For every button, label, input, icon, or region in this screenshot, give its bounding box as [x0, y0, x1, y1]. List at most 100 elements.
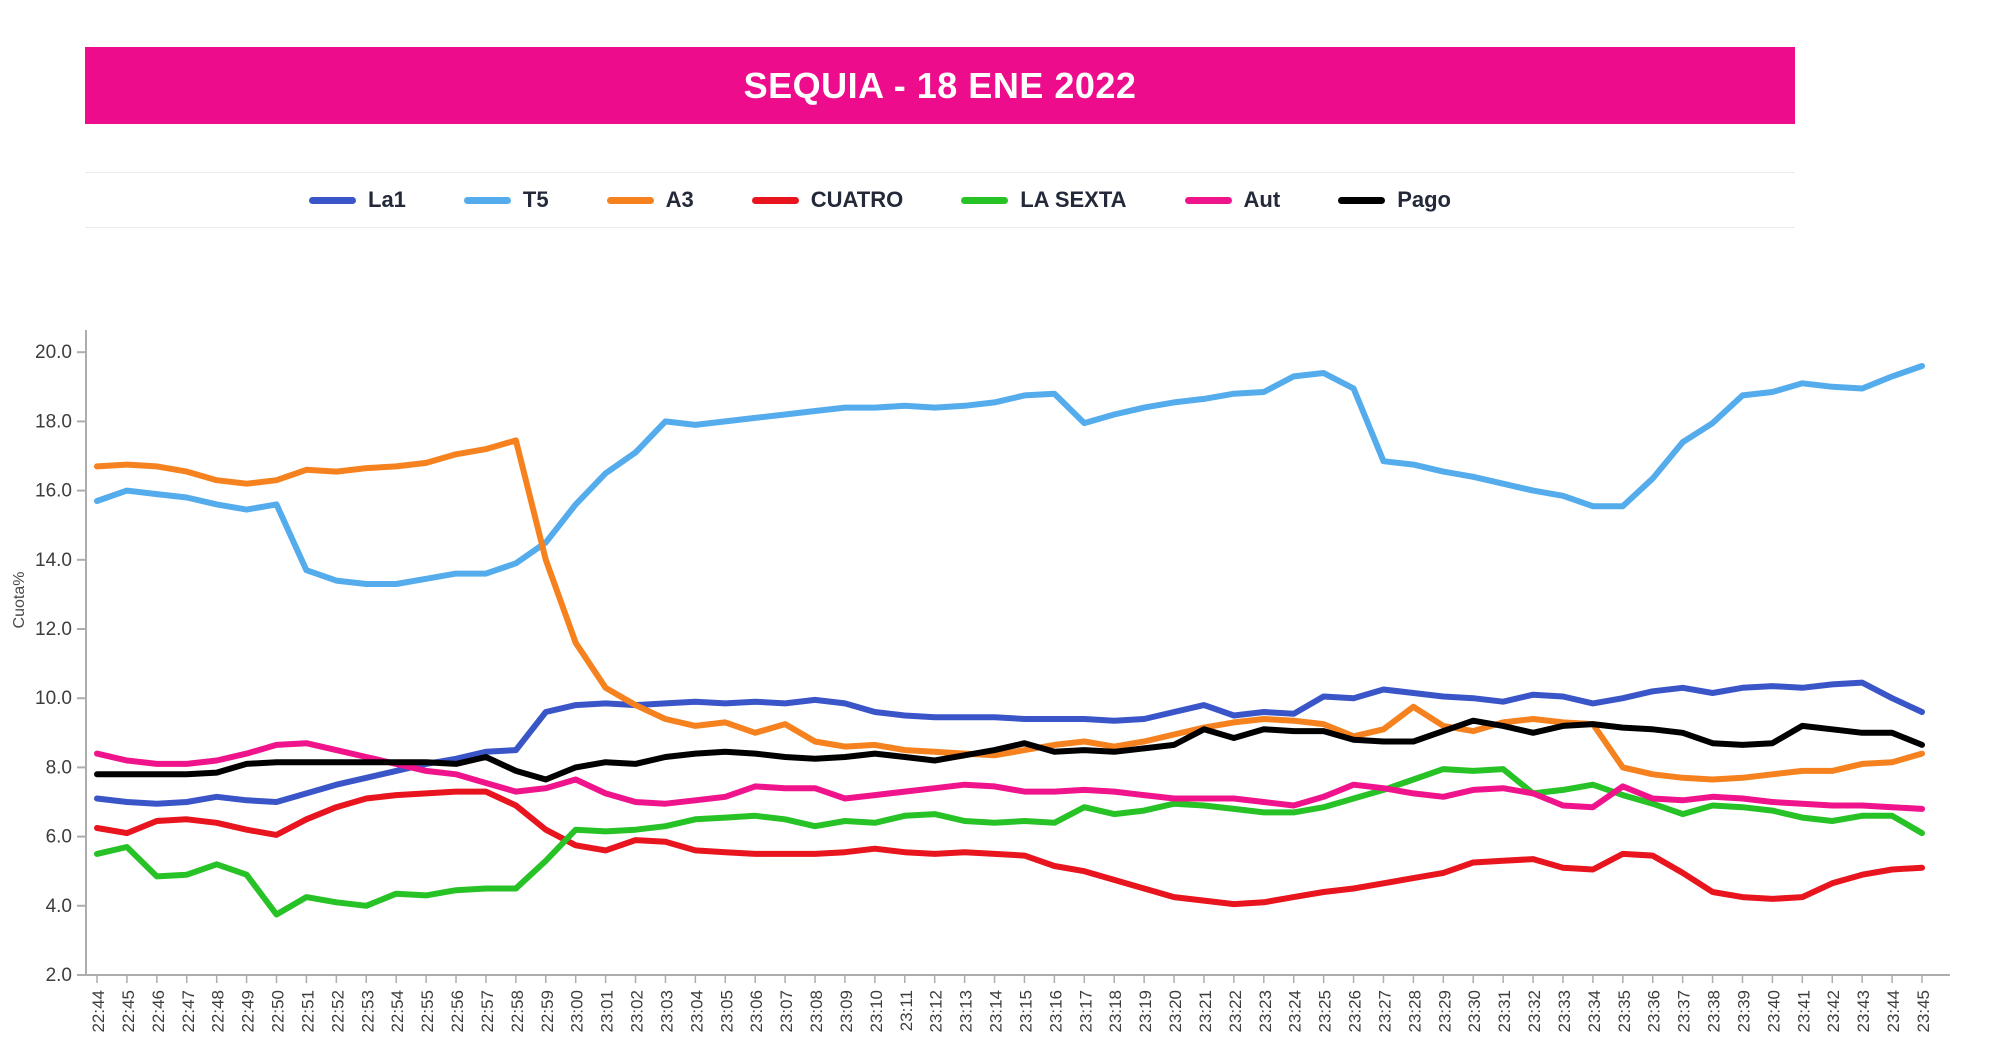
- legend-item-label: La1: [368, 187, 406, 212]
- x-tick-label: 23:13: [957, 990, 976, 1033]
- x-tick-label: 23:30: [1465, 990, 1484, 1033]
- legend-item-label: CUATRO: [810, 187, 904, 212]
- legend-item-t5[interactable]: T5: [463, 187, 549, 213]
- y-tick-label: 2.0: [46, 965, 72, 986]
- x-tick-label: 23:15: [1016, 990, 1035, 1033]
- legend-item-la1[interactable]: La1: [309, 187, 406, 213]
- x-tick-label: 23:28: [1405, 990, 1424, 1033]
- legend-item-pago[interactable]: Pago: [1338, 187, 1451, 213]
- x-tick-label: 23:04: [687, 990, 706, 1033]
- legend-item-label: A3: [665, 187, 694, 212]
- x-tick-label: 23:22: [1226, 990, 1245, 1033]
- legend-item-cuatro[interactable]: CUATRO: [751, 187, 904, 213]
- x-tick-label: 23:02: [628, 990, 647, 1033]
- legend: La1 T5 A3 CUATRO LA SEXTA Aut Pago: [85, 172, 1795, 228]
- x-tick-label: 23:05: [717, 990, 736, 1033]
- x-tick-label: 22:44: [89, 990, 108, 1033]
- page-title: SEQUIA - 18 ENE 2022: [743, 64, 1137, 106]
- x-tick-label: 22:45: [119, 990, 138, 1033]
- x-tick-label: 22:56: [448, 990, 467, 1033]
- y-tick-label: 6.0: [46, 827, 72, 848]
- x-tick-label: 23:09: [837, 990, 856, 1033]
- x-tick-label: 23:42: [1824, 990, 1843, 1033]
- x-tick-label: 22:53: [358, 990, 377, 1033]
- x-tick-label: 22:51: [298, 990, 317, 1033]
- x-tick-label: 22:59: [538, 990, 557, 1033]
- x-tick-label: 23:00: [568, 990, 587, 1033]
- x-tick-label: 23:08: [807, 990, 826, 1033]
- x-tick-label: 23:10: [867, 990, 886, 1033]
- x-tick-label: 23:18: [1106, 990, 1125, 1033]
- x-tick-label: 23:27: [1375, 990, 1394, 1033]
- x-tick-label: 22:57: [478, 990, 497, 1033]
- x-tick-label: 23:32: [1525, 990, 1544, 1033]
- x-tick-label: 22:49: [239, 990, 258, 1033]
- x-tick-label: 23:36: [1645, 990, 1664, 1033]
- x-tick-label: 22:52: [328, 990, 347, 1033]
- title-banner: SEQUIA - 18 ENE 2022: [85, 47, 1795, 124]
- x-tick-label: 23:26: [1346, 990, 1365, 1033]
- legend-swatch-icon: [961, 196, 1009, 204]
- legend-item-label: T5: [522, 187, 549, 212]
- x-tick-label: 23:35: [1615, 990, 1634, 1033]
- x-tick-label: 23:34: [1585, 990, 1604, 1033]
- x-tick-label: 23:40: [1764, 990, 1783, 1033]
- x-tick-label: 23:37: [1675, 990, 1694, 1033]
- legend-item-la-sexta[interactable]: LA SEXTA: [961, 187, 1127, 213]
- legend-item-a3[interactable]: A3: [606, 187, 694, 213]
- x-tick-label: 23:24: [1286, 990, 1305, 1033]
- x-tick-label: 23:17: [1076, 990, 1095, 1033]
- x-tick-label: 23:14: [987, 990, 1006, 1033]
- legend-item-label: LA SEXTA: [1020, 187, 1127, 212]
- legend-swatch-icon: [1338, 196, 1386, 204]
- x-tick-label: 23:39: [1734, 990, 1753, 1033]
- x-tick-label: 22:58: [508, 990, 527, 1033]
- y-tick-label: 16.0: [35, 481, 72, 502]
- legend-item-aut[interactable]: Aut: [1184, 187, 1281, 213]
- x-tick-label: 23:07: [777, 990, 796, 1033]
- y-tick-label: 12.0: [35, 619, 72, 640]
- x-tick-label: 22:47: [179, 990, 198, 1033]
- series-line-a3: [94, 437, 1925, 783]
- y-tick-label: 14.0: [35, 550, 72, 571]
- x-tick-label: 22:48: [209, 990, 228, 1033]
- legend-item-label: Pago: [1397, 187, 1451, 212]
- x-tick-label: 22:55: [418, 990, 437, 1033]
- x-tick-label: 23:12: [927, 990, 946, 1033]
- legend-swatch-icon: [463, 196, 511, 204]
- x-tick-label: 23:03: [657, 990, 676, 1033]
- x-tick-label: 23:20: [1166, 990, 1185, 1033]
- legend-swatch-icon: [309, 196, 356, 204]
- x-tick-label: 23:11: [897, 990, 916, 1031]
- x-tick-label: 23:38: [1705, 990, 1724, 1033]
- y-tick-label: 8.0: [46, 757, 72, 778]
- y-tick-label: 4.0: [46, 896, 72, 917]
- y-tick-label: 20.0: [35, 342, 72, 363]
- x-tick-label: 23:43: [1854, 990, 1873, 1033]
- y-axis-title: Cuota%: [11, 572, 28, 629]
- x-tick-label: 23:19: [1136, 990, 1155, 1033]
- series-line-cuatro: [94, 788, 1925, 908]
- x-tick-label: 23:16: [1046, 990, 1065, 1033]
- x-tick-label: 22:54: [388, 990, 407, 1033]
- legend-swatch-icon: [751, 196, 799, 204]
- legend-swatch-icon: [606, 196, 654, 204]
- x-tick-label: 23:21: [1196, 990, 1215, 1033]
- x-tick-label: 22:46: [149, 990, 168, 1033]
- x-tick-label: 23:44: [1884, 990, 1903, 1033]
- x-tick-label: 23:25: [1316, 990, 1335, 1033]
- x-tick-label: 23:31: [1495, 990, 1514, 1033]
- y-tick-label: 18.0: [35, 411, 72, 432]
- legend-swatch-icon: [1184, 196, 1232, 204]
- x-tick-label: 23:06: [747, 990, 766, 1033]
- legend-item-label: Aut: [1243, 187, 1281, 212]
- series-line-la1: [94, 679, 1925, 807]
- series-line-pago: [94, 717, 1925, 783]
- series-line-t5: [94, 363, 1925, 587]
- x-tick-label: 23:45: [1914, 990, 1933, 1033]
- x-tick-label: 22:50: [269, 990, 288, 1033]
- y-tick-label: 10.0: [35, 688, 72, 709]
- x-tick-label: 23:33: [1555, 990, 1574, 1033]
